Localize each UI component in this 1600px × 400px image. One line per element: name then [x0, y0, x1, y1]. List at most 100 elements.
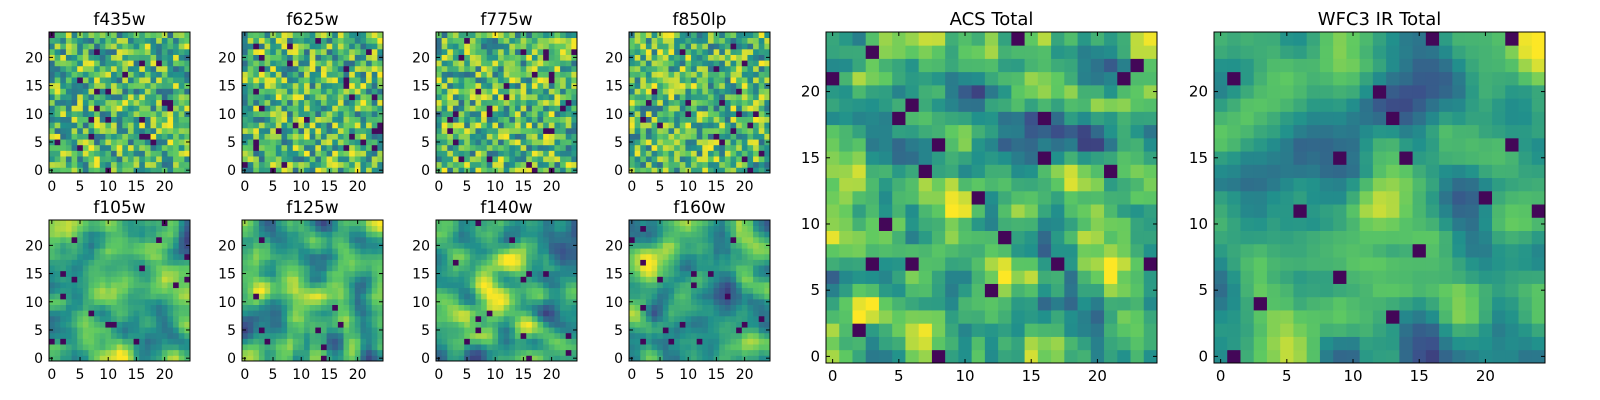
heatmap-cell: [309, 127, 316, 134]
heatmap-cell: [247, 321, 254, 328]
heatmap-cell: [634, 338, 641, 345]
heatmap-cell: [668, 287, 675, 294]
heatmap-cell: [764, 60, 771, 67]
heatmap-cell: [679, 127, 686, 134]
heatmap-cell: [139, 225, 146, 232]
heatmap-cell: [127, 242, 134, 249]
x-tick-label: 15: [515, 179, 533, 195]
heatmap-cell: [71, 161, 78, 168]
heatmap-cell: [332, 161, 339, 168]
heatmap-cell: [133, 43, 140, 50]
heatmap-cell: [668, 327, 675, 334]
heatmap-cell: [54, 282, 61, 289]
heatmap-cell: [560, 105, 567, 112]
heatmap-cell: [645, 270, 652, 277]
heatmap-cell: [77, 150, 84, 157]
heatmap-cell: [258, 43, 265, 50]
heatmap-cell: [475, 231, 482, 238]
heatmap-cell: [531, 99, 538, 106]
heatmap-cell: [139, 54, 146, 61]
heatmap-cell: [298, 344, 305, 351]
heatmap-cell: [668, 60, 675, 67]
axes-frame: [628, 31, 771, 174]
heatmap-cell: [509, 32, 516, 39]
heatmap-cell: [178, 321, 185, 328]
y-tick-label: 15: [605, 79, 623, 95]
heatmap-cell: [167, 144, 174, 151]
heatmap-cell: [82, 60, 89, 67]
heatmap-cell: [514, 110, 521, 117]
heatmap-cell: [469, 127, 476, 134]
heatmap-cell: [554, 338, 561, 345]
heatmap-cell: [645, 77, 652, 84]
heatmap-cell: [65, 344, 72, 351]
heatmap-cell: [122, 282, 129, 289]
heatmap-cell: [264, 338, 271, 345]
heatmap-cell: [481, 150, 488, 157]
heatmap-cell: [458, 304, 465, 311]
heatmap-cell: [343, 344, 350, 351]
heatmap-cell: [161, 161, 168, 168]
heatmap-cell: [94, 65, 101, 72]
heatmap-cell: [674, 133, 681, 140]
heatmap-cell: [309, 315, 316, 322]
heatmap-cell: [679, 338, 686, 345]
heatmap-cell: [629, 321, 636, 328]
heatmap-cell: [150, 355, 157, 362]
heatmap-cell: [554, 82, 561, 89]
heatmap-cell: [167, 110, 174, 117]
heatmap-cell: [309, 349, 316, 356]
heatmap-cell: [537, 105, 544, 112]
heatmap-cell: [514, 310, 521, 317]
heatmap-cell: [320, 236, 327, 243]
heatmap-cell: [111, 344, 118, 351]
heatmap-cell: [264, 88, 271, 95]
heatmap-cell: [565, 259, 572, 266]
heatmap-cell: [634, 321, 641, 328]
heatmap-cell: [503, 248, 510, 255]
heatmap-cell: [520, 88, 527, 95]
heatmap-cell: [464, 287, 471, 294]
heatmap-cell: [498, 327, 505, 334]
heatmap-cell: [657, 315, 664, 322]
heatmap-cell: [287, 144, 294, 151]
heatmap-cell: [60, 156, 67, 163]
heatmap-cell: [486, 310, 493, 317]
heatmap-cell: [707, 270, 714, 277]
heatmap-cell: [486, 253, 493, 260]
heatmap-cell: [292, 231, 299, 238]
heatmap-cell: [275, 276, 282, 283]
heatmap-cell: [156, 270, 163, 277]
heatmap-cell: [343, 37, 350, 44]
y-tick-label: 10: [605, 107, 623, 123]
heatmap-cell: [503, 332, 510, 339]
heatmap-cell: [452, 270, 459, 277]
heatmap-cell: [719, 32, 726, 39]
heatmap-cell: [452, 37, 459, 44]
heatmap-cell: [150, 265, 157, 272]
heatmap-cell: [458, 32, 465, 39]
heatmap-cell: [281, 127, 288, 134]
heatmap-cell: [560, 315, 567, 322]
heatmap-cell: [531, 133, 538, 140]
heatmap-cell: [758, 338, 765, 345]
heatmap-cell: [133, 242, 140, 249]
heatmap-cell: [343, 82, 350, 89]
heatmap-cell: [360, 298, 367, 305]
heatmap-cell: [332, 248, 339, 255]
heatmap-cell: [764, 276, 771, 283]
heatmap-cell: [441, 231, 448, 238]
heatmap-cell: [571, 253, 578, 260]
heatmap-cell: [447, 65, 454, 72]
heatmap-cell: [139, 65, 146, 72]
heatmap-cell: [503, 293, 510, 300]
heatmap-cell: [287, 32, 294, 39]
heatmap-cell: [377, 105, 384, 112]
heatmap-cell: [315, 315, 322, 322]
heatmap-cell: [127, 236, 134, 243]
heatmap-cell: [741, 105, 748, 112]
heatmap-cell: [685, 338, 692, 345]
heatmap-cell: [65, 338, 72, 345]
heatmap-cell: [736, 310, 743, 317]
heatmap-cell: [82, 54, 89, 61]
